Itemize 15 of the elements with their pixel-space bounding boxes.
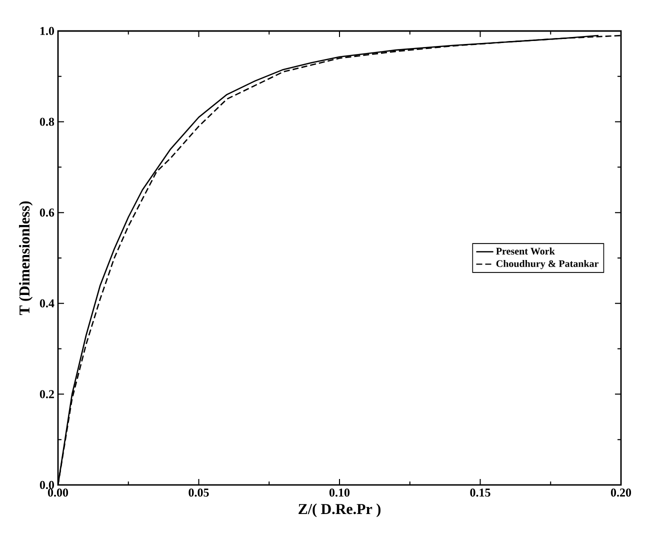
y-tick-label: 0.2: [40, 390, 54, 398]
x-axis-title: Z/( D.Re.Pr ): [298, 504, 380, 518]
x-tick-label: 0.15: [470, 488, 490, 497]
y-tick-label: 0.8: [40, 118, 54, 126]
legend-label: Choudhury & Patankar: [496, 260, 598, 270]
legend-label: Present Work: [496, 248, 555, 255]
y-tick-label: 1.0: [40, 26, 54, 36]
y-axis-title: T (Dimensionless): [19, 201, 33, 316]
x-tick-label: 0.10: [329, 488, 350, 497]
x-tick-label: 0.05: [188, 488, 209, 497]
x-tick-label: 0.00: [48, 488, 68, 497]
y-tick-label: 0.0: [40, 480, 54, 490]
y-tick-label: 0.6: [40, 208, 54, 217]
y-tick-label: 0.4: [40, 299, 54, 308]
x-tick-label: 0.20: [610, 488, 632, 497]
